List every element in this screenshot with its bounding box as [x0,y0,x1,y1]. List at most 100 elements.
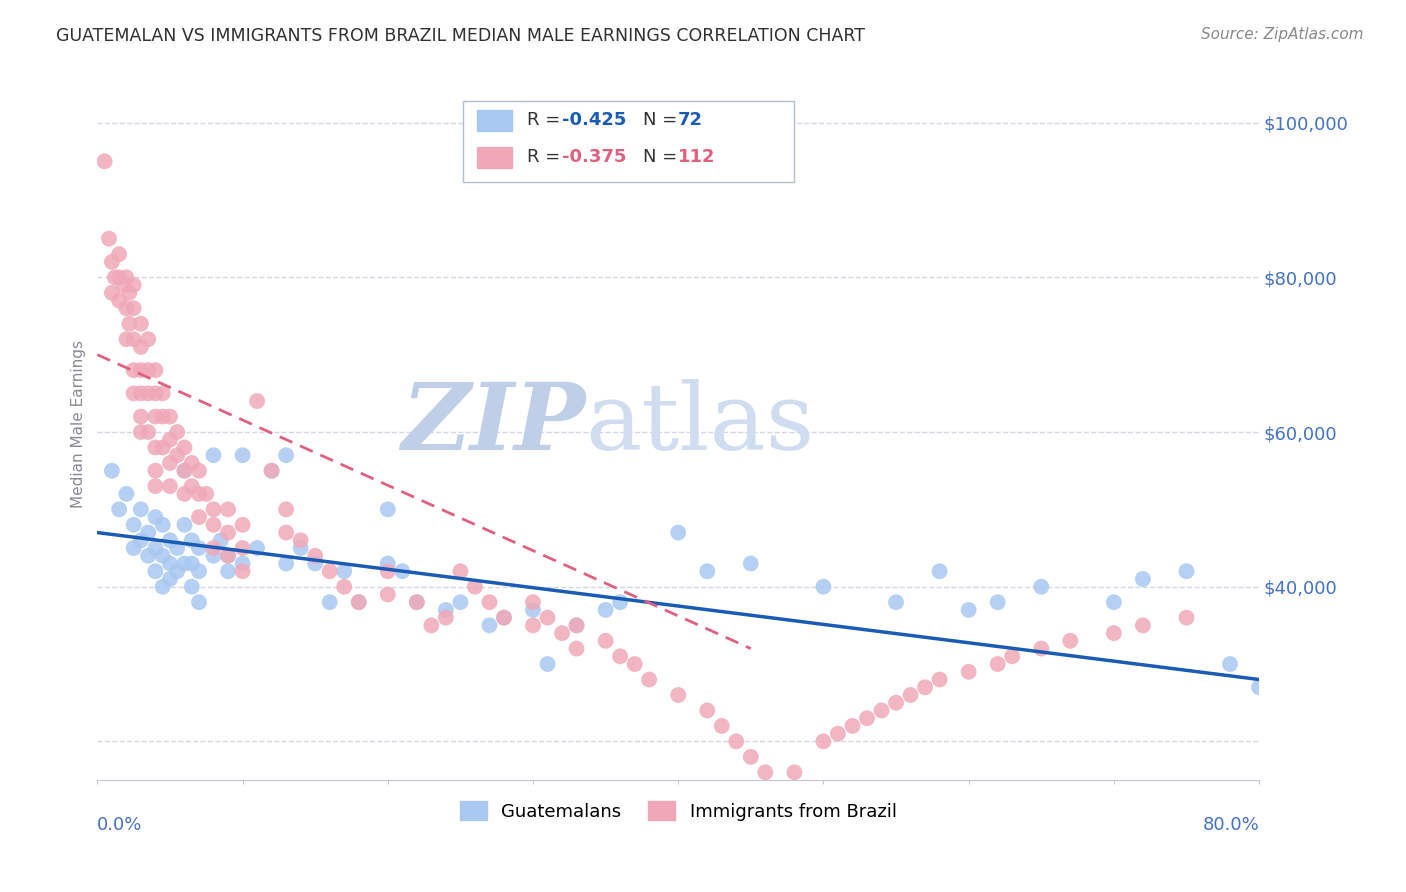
Point [173,441,195,455]
Point [1175,564,1198,578]
Point [595,633,617,648]
Point [276,525,298,540]
Point [276,448,298,462]
Point [405,595,427,609]
Point [783,765,806,780]
Point [638,673,661,687]
Point [136,363,159,377]
Point [536,610,558,624]
Point [129,386,152,401]
Point [377,564,399,578]
Point [434,610,457,624]
Point [710,719,733,733]
Point [152,386,174,401]
Point [478,618,501,632]
Point [1132,572,1154,586]
Point [217,525,239,540]
Point [202,549,225,563]
Point [609,595,631,609]
Point [115,487,138,501]
Point [522,618,544,632]
Point [827,726,849,740]
Text: R =: R = [527,148,567,167]
Point [159,533,181,548]
Point [180,533,202,548]
Point [145,479,167,493]
Point [813,580,835,594]
Point [522,603,544,617]
Point [115,270,138,285]
FancyBboxPatch shape [464,101,794,182]
Point [333,580,356,594]
Point [159,433,181,447]
Point [101,255,124,269]
Text: N =: N = [644,112,683,129]
Point [928,564,950,578]
Point [914,680,936,694]
Point [841,719,863,733]
Point [173,557,195,571]
Point [1031,641,1053,656]
Point [246,394,269,409]
Point [246,541,269,555]
Point [202,502,225,516]
Point [152,441,174,455]
Text: 112: 112 [678,148,716,167]
Point [740,749,762,764]
Point [290,533,312,548]
Point [145,541,167,555]
Point [136,386,159,401]
Point [115,332,138,346]
Point [666,688,689,702]
Point [129,409,152,424]
Point [118,285,141,300]
Point [122,363,145,377]
Point [884,696,907,710]
Point [129,425,152,439]
Text: Source: ZipAtlas.com: Source: ZipAtlas.com [1201,27,1364,42]
Point [1175,610,1198,624]
Point [391,564,413,578]
Point [122,301,145,316]
Point [232,564,254,578]
Point [145,409,167,424]
Point [188,564,211,578]
Point [159,557,181,571]
Point [405,595,427,609]
Y-axis label: Median Male Earnings: Median Male Earnings [72,340,86,508]
Point [159,572,181,586]
Point [115,301,138,316]
Point [209,533,232,548]
Point [1132,618,1154,632]
Point [188,487,211,501]
Point [188,510,211,524]
Point [609,649,631,664]
Point [152,549,174,563]
Point [166,425,188,439]
Point [101,464,124,478]
Point [122,541,145,555]
Point [145,363,167,377]
Point [928,673,950,687]
Point [478,595,501,609]
Point [159,456,181,470]
Point [173,487,195,501]
Point [217,549,239,563]
Point [551,626,574,640]
Point [180,456,202,470]
Text: N =: N = [644,148,683,167]
Point [136,425,159,439]
Point [129,533,152,548]
Point [145,441,167,455]
Point [754,765,776,780]
Point [180,580,202,594]
Point [108,270,131,285]
Text: atlas: atlas [585,379,814,469]
Bar [477,147,512,168]
Point [166,564,188,578]
Point [202,517,225,532]
Point [957,665,980,679]
Point [377,502,399,516]
Text: -0.375: -0.375 [562,148,627,167]
Point [188,595,211,609]
